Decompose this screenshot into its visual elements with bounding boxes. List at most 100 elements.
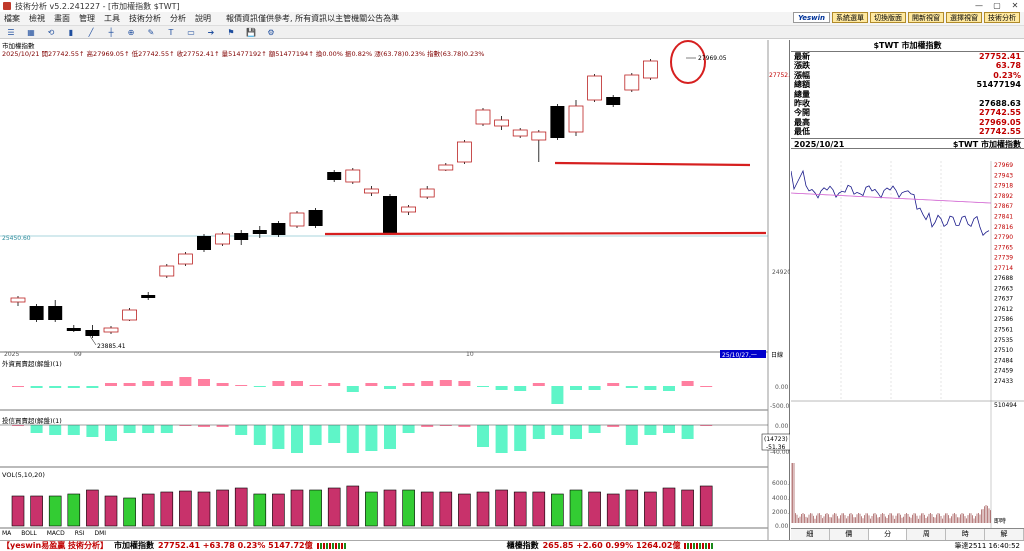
reference-line-label: 25450.60: [2, 235, 31, 242]
highlight-circle: [670, 40, 706, 84]
tab-solve[interactable]: 解: [985, 529, 1024, 540]
new-window-button[interactable]: 開新視窗: [908, 12, 944, 23]
volume-bar: [699, 485, 713, 527]
trust-bar: [291, 425, 303, 453]
quote-row: 昨收 27688.63: [791, 99, 1024, 108]
candle-body: [308, 210, 323, 226]
foreign-bar: [160, 381, 173, 386]
intraday-y-label: 27510: [994, 347, 1013, 354]
trust-bar: [402, 425, 415, 433]
candle-body: [438, 164, 454, 171]
menu-help[interactable]: 說明: [195, 14, 211, 23]
volume-bar: [644, 491, 657, 527]
intraday-y-label: 27790: [994, 234, 1013, 241]
last-price-label: 27752.4: [769, 72, 790, 79]
tab-ma[interactable]: MA: [2, 530, 12, 537]
trust-bar: [663, 425, 675, 433]
quote-value: 27742.55: [978, 127, 1021, 137]
bar-icon[interactable]: ▮: [68, 27, 74, 37]
foreign-bar: [291, 381, 303, 386]
close-button[interactable]: ✕: [1011, 1, 1019, 10]
tab-macd[interactable]: MACD: [46, 530, 65, 537]
candlestick-chart[interactable]: 25450.60 27969.05 23885.41 27752.4 24920 2025…: [0, 40, 790, 540]
window-title: 技術分析 v5.2.241227 - [市加權指數 $TWT]: [15, 1, 180, 11]
quote-row: 今開 27742.55: [791, 108, 1024, 117]
trust-bar: [588, 425, 601, 433]
maximize-button[interactable]: ▢: [993, 1, 1001, 10]
candle-body: [141, 295, 156, 298]
sign-icon[interactable]: ⚑: [227, 27, 235, 37]
text-icon[interactable]: T: [168, 27, 174, 37]
quote-value: 27742.55: [978, 108, 1021, 118]
foreign-bar: [365, 383, 378, 386]
menu-manage[interactable]: 管理: [79, 14, 95, 23]
toolbar: ☰ ▦ ⟲ ▮ ╱ ┼ ⊕ ✎ T ▭ ➔ ⚑ 💾 ⚙: [0, 26, 1024, 39]
tab-dmi[interactable]: DMI: [94, 530, 107, 537]
menu-technical[interactable]: 技術分析: [129, 14, 161, 23]
intraday-y-label: 27816: [994, 224, 1013, 231]
x-tick-label: 10: [466, 351, 474, 358]
foreign-bar: [402, 383, 415, 386]
zoom-icon[interactable]: ⊕: [127, 27, 135, 37]
foreign-bar: [272, 381, 285, 386]
volume-bar: [327, 487, 341, 527]
arrow-icon[interactable]: ➔: [207, 27, 215, 37]
trust-bar: [384, 425, 396, 449]
volume-bar: [551, 493, 564, 527]
save-icon[interactable]: 💾: [246, 27, 256, 37]
intraday-chart[interactable]: 27969 27943 27918 27892 27867 27841 27816 27790…: [791, 161, 1024, 529]
menu-screen[interactable]: 畫面: [54, 14, 70, 23]
refresh-icon[interactable]: ⟲: [47, 27, 55, 37]
trust-bar: [551, 425, 564, 435]
quote-header: $TWT 市加權指數: [791, 40, 1024, 52]
tab-hour[interactable]: 時: [946, 529, 986, 540]
status-index-name: 市加權指數: [114, 541, 155, 550]
intraday-y-label: 27637: [994, 296, 1013, 303]
line-icon[interactable]: ╱: [88, 27, 94, 37]
quote-key: 最新: [794, 52, 810, 61]
technical-analysis-button[interactable]: 技術分析: [984, 12, 1020, 23]
draw-icon[interactable]: ✎: [147, 27, 155, 37]
tab-detail[interactable]: 細: [791, 529, 830, 540]
chart-type-icon[interactable]: ┼: [108, 27, 114, 37]
foreign-bar: [439, 380, 452, 386]
menu-tools[interactable]: 工具: [104, 14, 120, 23]
candle-body: [103, 327, 119, 333]
candle-body: [215, 233, 231, 245]
quote-value: 0.23%: [993, 70, 1021, 80]
trust-bar: [532, 425, 545, 439]
candle-body: [550, 106, 565, 138]
status-index-value: 27752.41 +63.78 0.23% 5147.72億: [158, 541, 313, 550]
intraday-date: 2025/10/21: [794, 139, 845, 149]
minimize-button[interactable]: —: [975, 1, 983, 10]
volume-bar: [420, 491, 434, 527]
tab-week[interactable]: 周: [907, 529, 947, 540]
foreign-bar: [105, 383, 117, 386]
intraday-y-label: 27892: [994, 193, 1013, 200]
y-tick-label: 2000.0: [772, 509, 790, 516]
menu-view[interactable]: 檢視: [29, 14, 45, 23]
candle-body: [475, 109, 491, 125]
volume-bar: [216, 489, 229, 527]
intraday-y-label: 27739: [994, 255, 1013, 262]
tab-boll[interactable]: BOLL: [21, 530, 37, 537]
intraday-y-label: 27535: [994, 337, 1013, 344]
rect-icon[interactable]: ▭: [187, 27, 195, 37]
chart-area[interactable]: 市加權指數 2025/10/21 開27742.55↑ 高27969.05↑ 低…: [0, 40, 790, 540]
layout-icon[interactable]: ☰: [7, 27, 15, 37]
volume-bar: [439, 491, 453, 527]
volume-bar: [179, 490, 192, 527]
menu-file[interactable]: 檔案: [4, 14, 20, 23]
tab-rsi[interactable]: RSI: [74, 530, 85, 537]
volume-bar: [160, 491, 174, 527]
settings-icon[interactable]: ⚙: [267, 27, 275, 37]
switch-layout-button[interactable]: 切換版面: [870, 12, 906, 23]
trust-bar: [198, 425, 210, 427]
tab-price[interactable]: 價: [829, 529, 869, 540]
grid-icon[interactable]: ▦: [27, 27, 35, 37]
quote-key: 昨收: [794, 98, 810, 108]
menu-analysis[interactable]: 分析: [170, 14, 186, 23]
select-window-button[interactable]: 選擇視窗: [946, 12, 982, 23]
system-menu-button[interactable]: 系統選單: [832, 12, 868, 23]
tab-minute[interactable]: 分: [868, 529, 908, 540]
